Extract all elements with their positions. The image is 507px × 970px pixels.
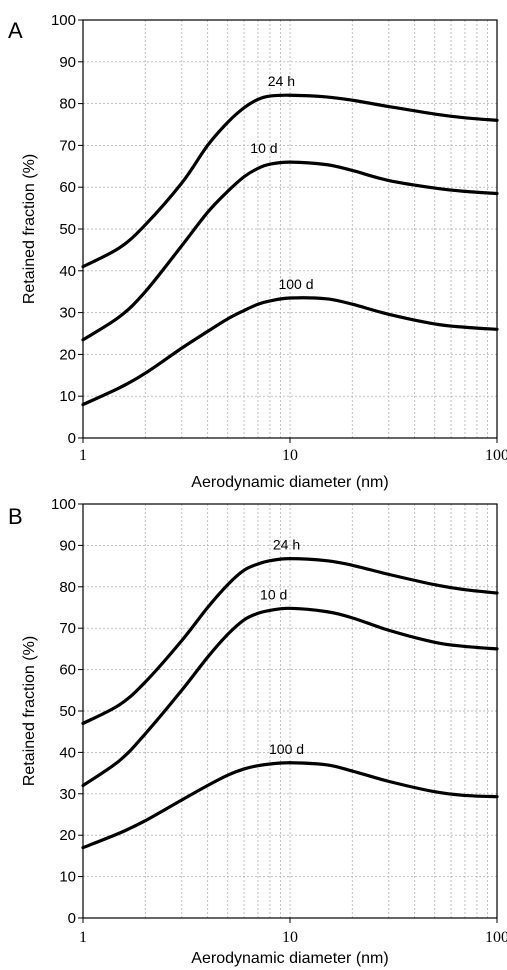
y-tick-label: 30 — [59, 305, 76, 322]
y-tick-label: 100 — [51, 12, 76, 29]
series-line-10d — [81, 160, 499, 342]
y-tick-label: 0 — [68, 910, 76, 927]
x-tick-label: 100 — [485, 447, 507, 464]
panel-letter: B — [8, 504, 23, 529]
y-tick-label: 10 — [59, 869, 76, 886]
series-label: 24 h — [268, 73, 295, 89]
y-tick-label: 90 — [59, 537, 76, 554]
series-line-24h — [81, 93, 499, 269]
series-line-100d — [81, 296, 499, 407]
series-label: 24 h — [273, 537, 300, 553]
x-axis-label: Aerodynamic diameter (nm) — [191, 950, 388, 967]
series-label: 10 d — [260, 586, 287, 602]
series-label: 100 d — [269, 741, 304, 757]
y-tick-label: 100 — [51, 496, 76, 513]
x-axis-label: Aerodynamic diameter (nm) — [191, 474, 388, 491]
y-axis-label: Retained fraction (%) — [21, 636, 38, 786]
y-tick-label: 0 — [68, 430, 76, 447]
y-tick-label: 40 — [59, 263, 76, 280]
x-tick-label: 1 — [79, 447, 87, 464]
y-tick-label: 10 — [59, 388, 76, 405]
y-tick-label: 20 — [59, 827, 76, 844]
y-axis-label: Retained fraction (%) — [21, 154, 38, 304]
series-line-100d — [81, 761, 499, 850]
panel-letter: A — [8, 18, 23, 43]
x-tick-label: 100 — [485, 929, 507, 946]
series-line-24h — [81, 557, 499, 726]
y-tick-label: 20 — [59, 346, 76, 363]
plot-frame — [82, 503, 498, 919]
y-tick-label: 70 — [59, 137, 76, 154]
y-tick-label: 80 — [59, 579, 76, 596]
series-label: 100 d — [278, 276, 313, 292]
series-label: 10 d — [250, 140, 277, 156]
y-tick-label: 50 — [59, 703, 76, 720]
y-tick-label: 30 — [59, 786, 76, 803]
y-tick-label: 90 — [59, 54, 76, 71]
x-tick-label: 10 — [282, 447, 298, 464]
y-tick-label: 50 — [59, 221, 76, 238]
y-tick-label: 70 — [59, 620, 76, 637]
series-line-10d — [81, 606, 499, 788]
y-tick-label: 60 — [59, 179, 76, 196]
x-tick-label: 1 — [79, 929, 87, 946]
x-tick-label: 10 — [282, 929, 298, 946]
y-tick-label: 40 — [59, 744, 76, 761]
y-tick-label: 80 — [59, 96, 76, 113]
y-tick-label: 60 — [59, 662, 76, 679]
